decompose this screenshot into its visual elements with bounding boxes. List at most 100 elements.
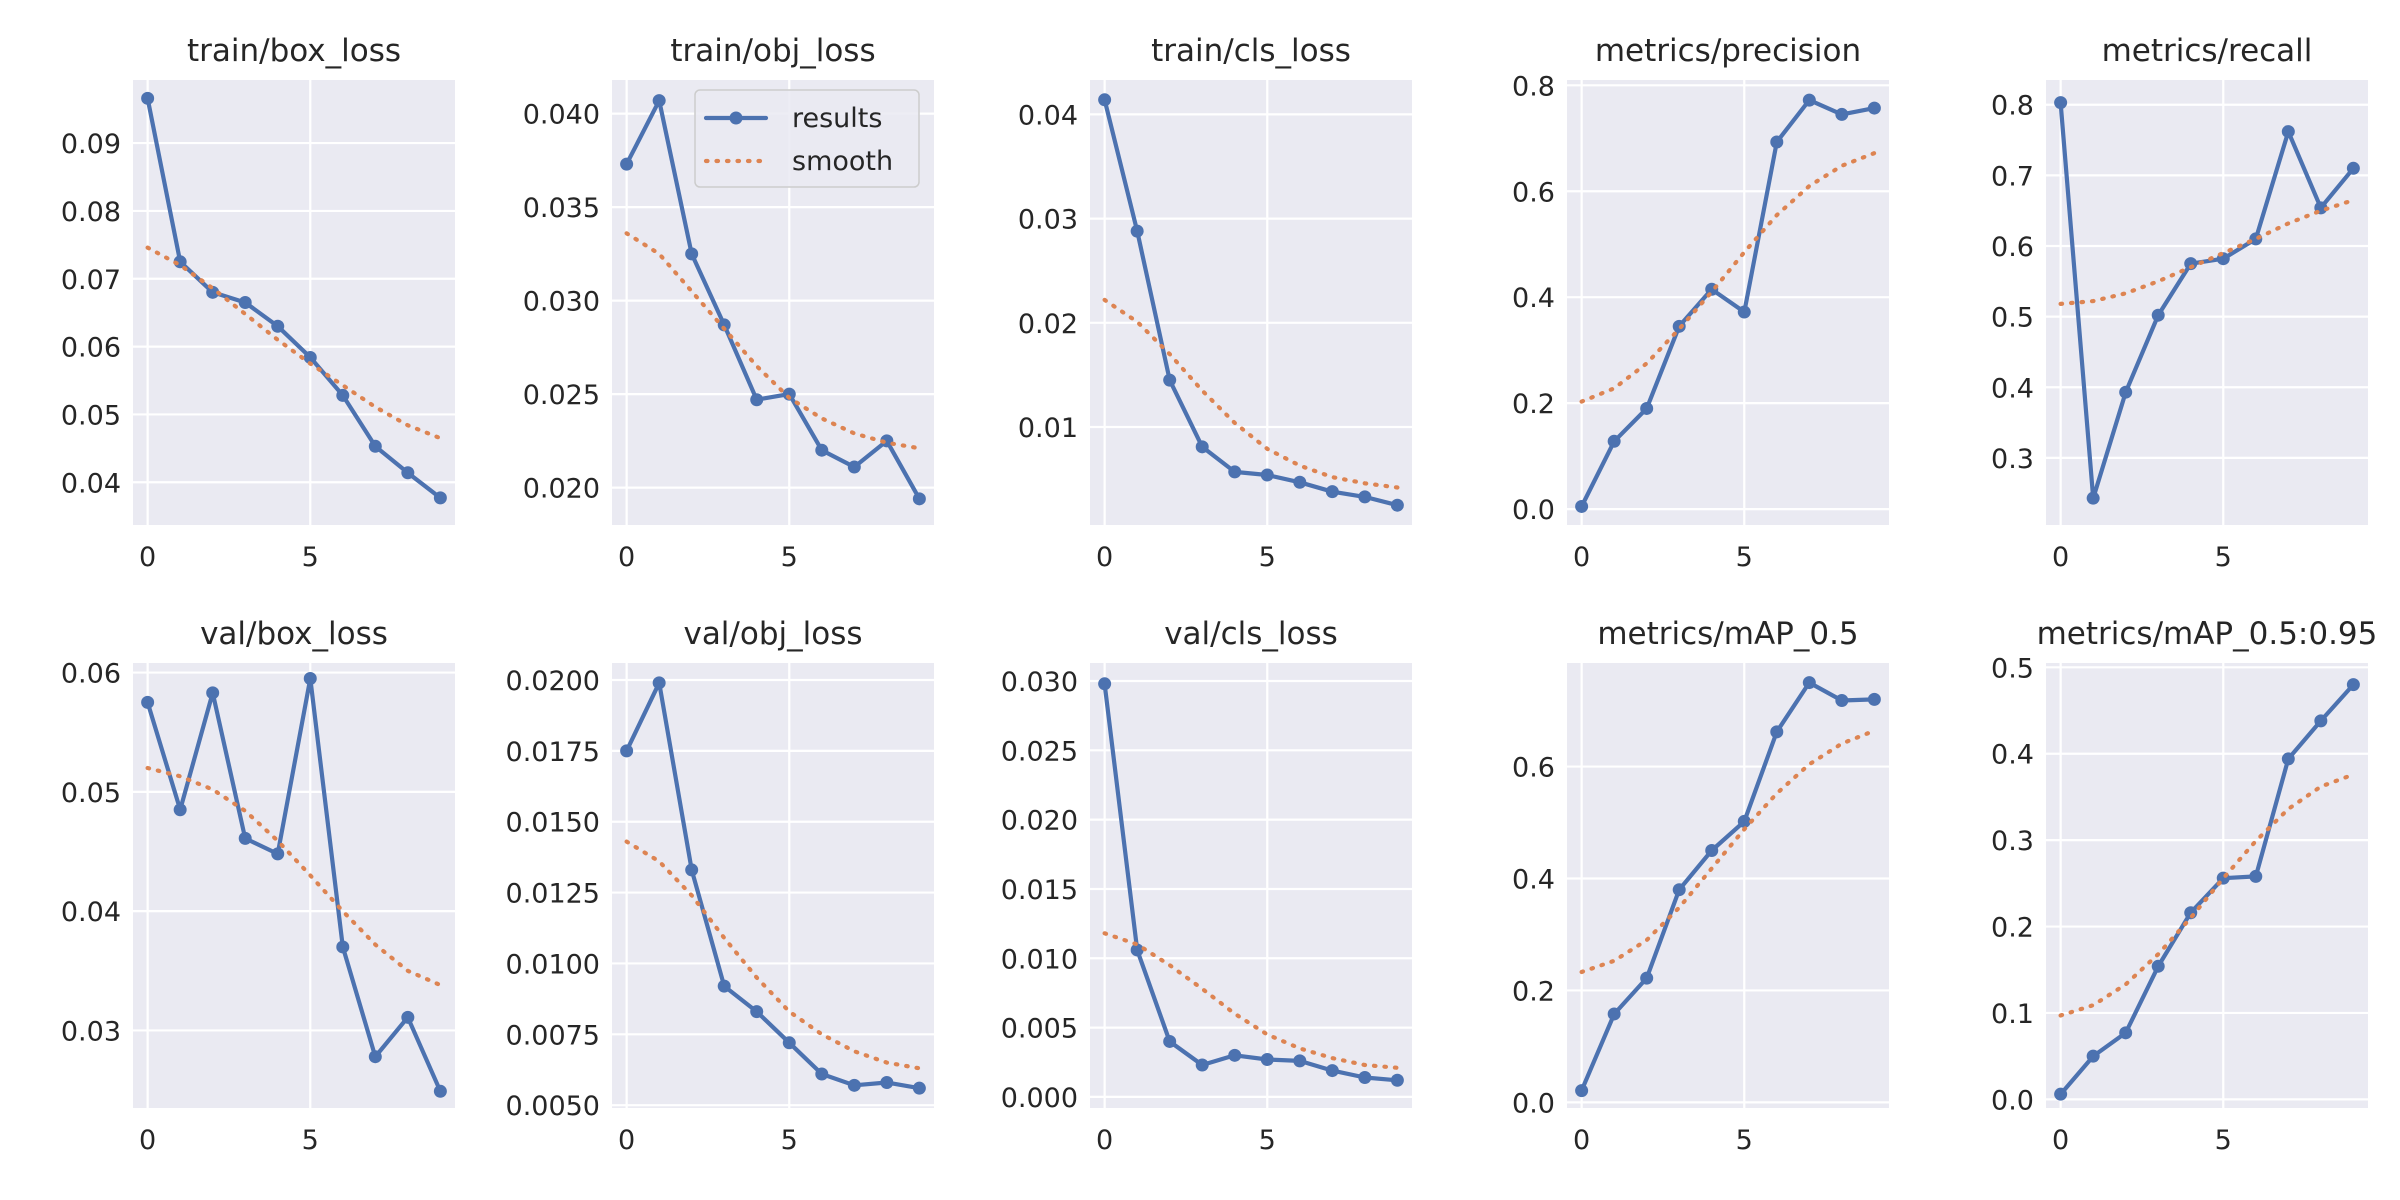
y-tick-label: 0.7 <box>1991 161 2034 192</box>
y-tick-label: 0.000 <box>1001 1083 1078 1114</box>
subplot-5: 0.03 0.04 0.05 0.06 0 5 val/box_loss <box>61 616 455 1156</box>
results-point <box>685 863 699 877</box>
subplot-title: train/cls_loss <box>1151 33 1351 69</box>
results-line <box>2058 100 2356 501</box>
y-tick-label: 0.010 <box>1001 944 1078 975</box>
results-point <box>880 1075 894 1089</box>
results-point <box>2151 308 2165 322</box>
y-tick-label: 0.4 <box>1512 865 1555 896</box>
results-point <box>1260 1052 1274 1066</box>
results-point <box>1390 1073 1404 1087</box>
results-line <box>2058 682 2356 1097</box>
subplot-title: metrics/mAP_0.5 <box>1597 616 1858 652</box>
results-point <box>2281 125 2295 139</box>
y-tick-label: 0.4 <box>1991 740 2034 771</box>
results-point <box>717 318 731 332</box>
results-point <box>271 319 285 333</box>
subplot-1: 0.020 0.025 0.030 0.035 0.040 0 5 train/obj_los… <box>523 33 934 573</box>
results-point <box>1607 1007 1621 1021</box>
results-point <box>1835 694 1849 708</box>
results-line <box>1102 681 1400 1083</box>
smooth-line <box>1579 728 1877 975</box>
results-point <box>1130 224 1144 238</box>
results-point <box>2119 385 2133 399</box>
gridlines <box>1567 663 1889 1108</box>
results-point <box>433 491 447 505</box>
legend-smooth-label: smooth <box>792 146 893 177</box>
y-tick-label: 0.0 <box>1512 495 1555 526</box>
subplot-3: 0.0 0.2 0.4 0.6 0.8 0 5 metrics/precision <box>1512 33 1889 573</box>
y-tick-label: 0.01 <box>1018 413 1078 444</box>
results-point <box>2314 714 2328 728</box>
x-tick-label: 5 <box>781 1125 798 1156</box>
y-tick-label: 0.6 <box>1512 177 1555 208</box>
subplot-title: val/obj_loss <box>683 616 862 652</box>
gridlines <box>2046 663 2368 1108</box>
gridlines <box>2046 80 2368 525</box>
results-point <box>368 439 382 453</box>
results-point <box>620 744 634 758</box>
results-point <box>1705 844 1719 858</box>
x-tick-label: 5 <box>1736 1125 1753 1156</box>
y-tick-label: 0.0050 <box>506 1091 600 1122</box>
y-tick-label: 0.6 <box>1991 232 2034 263</box>
subplot-title: metrics/precision <box>1595 33 1861 69</box>
results-point <box>368 1050 382 1064</box>
y-tick-label: 0.030 <box>523 287 600 318</box>
results-point <box>1228 465 1242 479</box>
results-point <box>815 443 829 457</box>
plot-area <box>133 663 455 1108</box>
plot-area <box>1090 663 1412 1108</box>
legend-results-label: results <box>792 103 882 134</box>
x-tick-label: 5 <box>1259 1125 1276 1156</box>
results-point <box>401 1010 415 1024</box>
smooth-line <box>624 839 922 1071</box>
y-tick-label: 0.025 <box>523 380 600 411</box>
y-tick-label: 0.05 <box>61 778 121 809</box>
y-tick-label: 0.04 <box>61 468 121 499</box>
x-tick-label: 0 <box>2052 1125 2069 1156</box>
y-tick-label: 0.0 <box>1512 1088 1555 1119</box>
results-point <box>1130 943 1144 957</box>
x-tick-label: 0 <box>1573 542 1590 573</box>
results-line <box>1579 680 1877 1093</box>
subplot-title: train/box_loss <box>187 33 401 69</box>
results-point <box>815 1067 829 1081</box>
results-point <box>847 460 861 474</box>
results-point <box>1358 490 1372 504</box>
results-point <box>2346 161 2360 175</box>
legend-results-marker <box>729 111 743 125</box>
smooth-line <box>1102 931 1400 1070</box>
results-point <box>2346 678 2360 692</box>
results-point <box>1098 93 1112 107</box>
x-tick-label: 5 <box>1736 542 1753 573</box>
y-tick-label: 0.2 <box>1512 389 1555 420</box>
x-tick-label: 0 <box>1096 1125 1113 1156</box>
x-tick-label: 0 <box>139 542 156 573</box>
results-point <box>652 94 666 108</box>
x-tick-label: 5 <box>2215 1125 2232 1156</box>
plot-area <box>133 80 455 525</box>
results-point <box>1195 440 1209 454</box>
x-tick-label: 5 <box>1259 542 1276 573</box>
results-point <box>1607 434 1621 448</box>
x-tick-label: 0 <box>618 542 635 573</box>
subplot-0: 0.04 0.05 0.06 0.07 0.08 0.09 0 5 train/box_loss <box>61 33 455 573</box>
y-tick-label: 0.2 <box>1991 913 2034 944</box>
results-point <box>141 91 155 105</box>
subplot-title: metrics/recall <box>2102 33 2313 69</box>
x-tick-label: 5 <box>302 1125 319 1156</box>
y-tick-label: 0.0150 <box>506 808 600 839</box>
x-tick-label: 0 <box>1573 1125 1590 1156</box>
y-tick-label: 0.025 <box>1001 736 1078 767</box>
results-point <box>1640 971 1654 985</box>
plot-area <box>2046 663 2368 1108</box>
results-line <box>1579 97 1877 509</box>
results-point <box>433 1084 447 1098</box>
y-tick-label: 0.02 <box>1018 309 1078 340</box>
y-tick-label: 0.0 <box>1991 1085 2034 1116</box>
y-tick-label: 0.03 <box>1018 205 1078 236</box>
results-point <box>1737 305 1751 319</box>
results-point <box>1195 1058 1209 1072</box>
